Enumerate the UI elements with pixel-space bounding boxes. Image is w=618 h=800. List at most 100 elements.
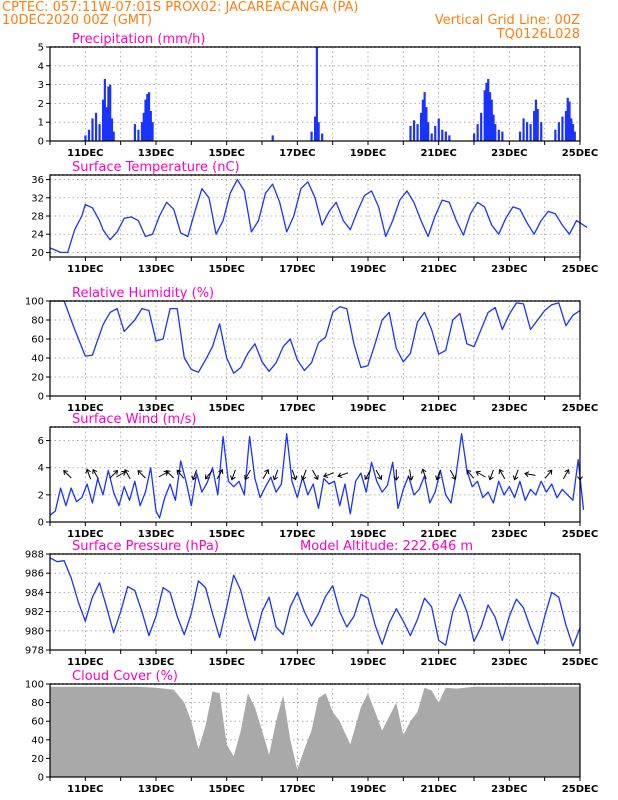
precipitation-bar xyxy=(420,112,423,141)
cloud-cover-panel: Cloud Cover (%) 0 20 40 60 80 100 11DEC 13DEC 15D… xyxy=(25,669,598,795)
wind-direction-arrow xyxy=(191,469,198,481)
surface-temperature-y-tick-label: 32 xyxy=(31,193,44,204)
wind-direction-arrow xyxy=(272,469,279,481)
header-grid-line-note: Vertical Grid Line: 00Z xyxy=(435,13,580,28)
surface-temperature-x-tick-label: 25DEC xyxy=(562,264,598,275)
precipitation-x-tick-label: 15DEC xyxy=(208,148,244,159)
surface-pressure-y-tick-label: 984 xyxy=(25,588,44,599)
cloud-cover-area xyxy=(50,686,580,777)
precipitation-bar xyxy=(533,110,536,141)
surface-wind-y-tick-label: 6 xyxy=(38,436,44,447)
surface-wind-y-tick-label: 4 xyxy=(38,463,44,474)
precipitation-x-tick-label: 13DEC xyxy=(138,148,174,159)
cloud-cover-x-tick-label: 11DEC xyxy=(67,784,103,795)
precipitation-x-tick-label: 11DEC xyxy=(67,148,103,159)
cloud-cover-x-tick-label: 13DEC xyxy=(138,784,174,795)
relative-humidity-x-tick-label: 23DEC xyxy=(491,403,527,414)
header-station-line: CPTEC: 057:11W-07:01S PROX02: JACAREACAN… xyxy=(2,0,358,15)
precipitation-x-tick-label: 19DEC xyxy=(350,148,386,159)
surface-temperature-title: Surface Temperature (nC) xyxy=(72,160,240,175)
precipitation-panel: Precipitation (mm/h) 0 1 2 3 4 5 11DEC 13DEC 15DE… xyxy=(38,32,599,159)
surface-pressure-x-tick-label: 13DEC xyxy=(138,657,174,668)
precipitation-bar xyxy=(317,122,320,141)
precipitation-title: Precipitation (mm/h) xyxy=(72,32,205,47)
surface-temperature-grid xyxy=(50,175,580,257)
precipitation-bar xyxy=(103,78,106,141)
precipitation-x-tick-label: 23DEC xyxy=(491,148,527,159)
relative-humidity-y-tick-label: 80 xyxy=(31,316,44,327)
wind-direction-arrow xyxy=(300,469,307,481)
wind-direction-arrow xyxy=(512,469,519,481)
precipitation-bar xyxy=(412,120,416,141)
relative-humidity-y-tick-label: 20 xyxy=(31,373,44,384)
precipitation-bar xyxy=(568,101,571,141)
wind-direction-arrow xyxy=(488,469,494,481)
precipitation-bar xyxy=(310,131,313,141)
precipitation-bar xyxy=(315,47,318,141)
precipitation-bar xyxy=(137,129,140,141)
precipitation-bar xyxy=(105,107,108,141)
cloud-cover-x-tick-label: 25DEC xyxy=(562,784,598,795)
precipitation-bar xyxy=(540,122,543,141)
precipitation-bar xyxy=(518,131,522,141)
precipitation-bar xyxy=(534,99,538,141)
wind-direction-arrow xyxy=(312,469,319,481)
wind-direction-arrow xyxy=(92,468,99,480)
precipitation-bar xyxy=(146,94,149,141)
relative-humidity-y-tick-label: 0 xyxy=(38,392,44,403)
precipitation-bar xyxy=(427,122,430,141)
relative-humidity-grid xyxy=(50,301,580,396)
precipitation-bar xyxy=(434,125,437,141)
wind-direction-arrow xyxy=(420,468,427,480)
surface-pressure-x-tick-label: 23DEC xyxy=(491,657,527,668)
precipitation-bar xyxy=(430,133,433,141)
precipitation-bar xyxy=(94,112,98,141)
precipitation-y-tick-label: 3 xyxy=(38,80,44,91)
surface-temperature-x-tick-label: 11DEC xyxy=(67,264,103,275)
wind-direction-arrow xyxy=(323,472,334,479)
precipitation-bar xyxy=(441,129,444,141)
surface-temperature-y-tick-label: 28 xyxy=(31,212,44,223)
surface-temperature-x-tick-label: 15DEC xyxy=(208,264,244,275)
precipitation-bar xyxy=(483,90,486,141)
precipitation-bar xyxy=(87,129,91,141)
wind-direction-arrow xyxy=(165,470,174,479)
surface-temperature-x-tick-label: 21DEC xyxy=(420,264,456,275)
precipitation-bar xyxy=(522,118,525,141)
precipitation-x-tick-label: 25DEC xyxy=(562,148,598,159)
cloud-cover-y-tick-label: 20 xyxy=(31,754,44,765)
surface-temperature-x-tick-label: 19DEC xyxy=(350,264,386,275)
wind-direction-arrow xyxy=(544,469,553,479)
surface-pressure-x-tick-label: 11DEC xyxy=(67,657,103,668)
precipitation-bar xyxy=(140,122,144,141)
precipitation-bar xyxy=(529,124,532,141)
precipitation-bar xyxy=(561,116,564,141)
precipitation-bar xyxy=(91,118,94,141)
precipitation-bar xyxy=(271,135,274,141)
wind-direction-arrow xyxy=(375,469,383,481)
precipitation-bar xyxy=(409,125,412,141)
precipitation-bar xyxy=(147,92,151,141)
precipitation-bar xyxy=(444,131,447,141)
precipitation-bar xyxy=(480,112,483,141)
precipitation-bar xyxy=(490,99,493,141)
surface-temperature-x-tick-label: 17DEC xyxy=(279,264,315,275)
relative-humidity-x-tick-label: 13DEC xyxy=(138,403,174,414)
wind-direction-arrow xyxy=(364,469,371,481)
surface-pressure-series-line xyxy=(49,557,581,647)
relative-humidity-x-tick-label: 21DEC xyxy=(420,403,456,414)
wind-direction-arrow xyxy=(291,469,298,481)
surface-pressure-title: Surface Pressure (hPa) xyxy=(72,539,219,554)
cloud-cover-title: Cloud Cover (%) xyxy=(72,669,178,684)
surface-temperature-y-tick-label: 24 xyxy=(31,230,44,241)
wind-direction-arrow xyxy=(204,470,213,480)
cloud-cover-x-tick-label: 19DEC xyxy=(350,784,386,795)
surface-wind-y-tick-label: 0 xyxy=(38,518,44,529)
surface-wind-x-tick-label: 13DEC xyxy=(138,529,174,540)
surface-pressure-x-tick-label: 21DEC xyxy=(420,657,456,668)
surface-wind-y-tick-label: 2 xyxy=(38,490,44,501)
cloud-cover-y-tick-label: 80 xyxy=(31,698,44,709)
precipitation-bar xyxy=(573,131,576,141)
cloud-cover-y-tick-label: 40 xyxy=(31,735,44,746)
precipitation-bar xyxy=(144,99,147,141)
